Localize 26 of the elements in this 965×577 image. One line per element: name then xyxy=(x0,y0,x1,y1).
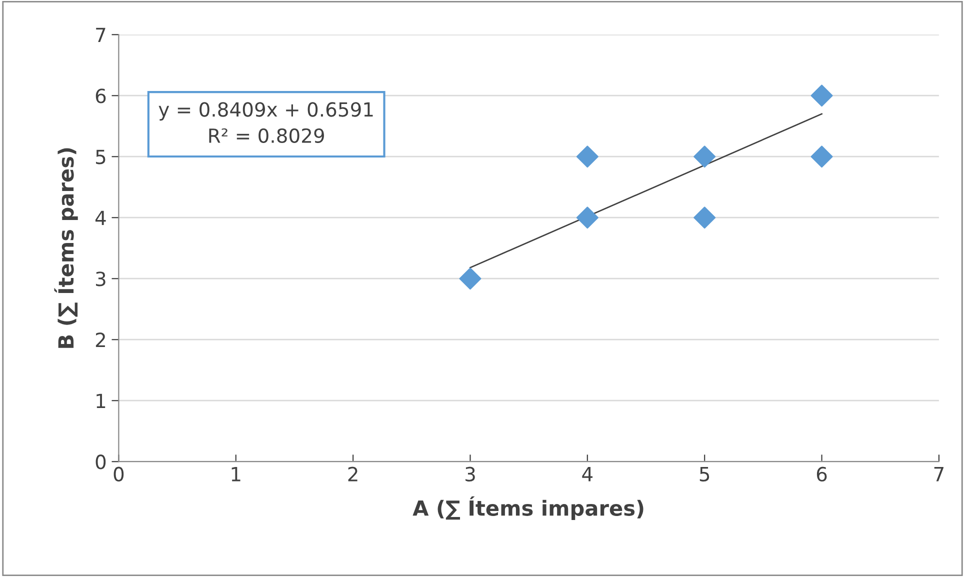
point xyxy=(810,84,833,107)
point xyxy=(694,146,716,168)
point xyxy=(576,206,598,229)
x-tick-label: 5 xyxy=(700,467,710,482)
y-tick-label: 3 xyxy=(96,272,106,286)
point xyxy=(694,206,716,229)
point xyxy=(459,268,482,290)
y-axis-title: B (∑ Ítems pares) xyxy=(54,148,78,348)
x-tick-label: 3 xyxy=(466,466,475,482)
annotation: y = 0.8409x + 0.6591 R² = 0.8029 xyxy=(158,102,373,144)
y-tick-label: 2 xyxy=(96,332,105,347)
x-tick-label: 0 xyxy=(114,466,124,482)
point xyxy=(810,146,833,168)
y-tick-label: 4 xyxy=(95,210,106,225)
y-tick-label: 0 xyxy=(96,454,106,470)
point xyxy=(576,146,598,168)
y-tick-label: 7 xyxy=(96,28,106,42)
y-tick-label: 6 xyxy=(96,88,106,104)
y-tick-label: 1 xyxy=(96,394,106,408)
y-tick-label: 5 xyxy=(96,150,106,164)
x-axis-title: A (∑ Ítems impares) xyxy=(412,496,644,520)
x-tick-label: 6 xyxy=(816,466,827,482)
x-tick-label: 2 xyxy=(348,466,358,482)
x-tick-label: 1 xyxy=(232,467,240,482)
x-tick-label: 4 xyxy=(582,467,593,482)
x-tick-label: 7 xyxy=(934,467,944,482)
